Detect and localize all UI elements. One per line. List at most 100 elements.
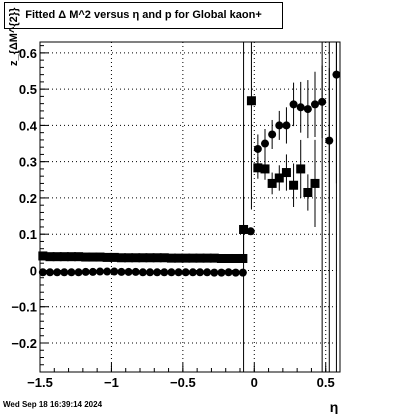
circle-marker	[296, 103, 305, 112]
square-marker	[131, 253, 141, 263]
x-tick-label: 0	[251, 375, 258, 390]
circle-marker	[188, 268, 197, 277]
square-marker	[296, 164, 306, 174]
square-marker	[116, 253, 126, 263]
y-axis-label-text: z_{ΔM^{2}}	[8, 7, 20, 66]
circle-marker	[217, 268, 226, 277]
datestamp: Wed Sep 18 16:39:14 2024	[3, 400, 103, 409]
circle-marker	[153, 268, 162, 277]
circle-marker	[117, 267, 126, 276]
circle-marker	[231, 268, 240, 277]
square-marker	[174, 253, 184, 263]
circle-marker	[196, 268, 204, 277]
square-marker	[124, 253, 134, 263]
circle-marker	[282, 121, 291, 130]
data-markers	[38, 70, 341, 277]
square-marker	[188, 253, 198, 263]
circle-marker	[46, 268, 54, 277]
circle-marker	[60, 268, 69, 277]
error-bars	[42, 42, 337, 274]
y-tick-label: 0.5	[19, 82, 37, 97]
x-tick-label: −1.5	[27, 375, 53, 390]
circle-marker	[275, 121, 284, 130]
circle-marker	[253, 144, 262, 153]
square-marker	[74, 252, 84, 262]
circle-marker	[81, 267, 90, 276]
square-marker	[289, 180, 299, 190]
y-tick-label: −0.2	[11, 336, 37, 351]
square-marker	[145, 253, 155, 263]
square-marker	[109, 252, 119, 262]
square-marker	[88, 252, 98, 262]
square-marker	[281, 168, 291, 178]
circle-marker	[131, 267, 140, 276]
circle-marker	[181, 268, 190, 277]
circle-marker	[74, 268, 83, 277]
circle-marker	[67, 268, 76, 277]
chart-title: Fitted Δ M^2 versus η and p for Global k…	[25, 9, 262, 21]
square-marker	[260, 164, 270, 174]
circle-marker	[268, 130, 277, 139]
circle-marker	[332, 70, 341, 79]
square-marker	[52, 252, 62, 262]
circle-marker	[53, 268, 62, 277]
x-tick-label: −1	[104, 375, 119, 390]
square-marker	[95, 252, 105, 262]
square-marker	[216, 253, 226, 263]
circle-marker	[246, 227, 255, 236]
circle-marker	[238, 268, 247, 277]
square-marker	[66, 252, 76, 262]
circle-marker	[318, 97, 327, 106]
square-marker	[152, 253, 162, 263]
y-tick-label: 0.3	[19, 155, 37, 170]
circle-marker	[325, 136, 334, 145]
y-tick-label: 0.6	[19, 46, 37, 61]
circle-marker	[261, 139, 269, 148]
circle-marker	[88, 267, 97, 276]
square-marker	[310, 178, 320, 188]
square-marker	[239, 224, 249, 234]
circle-marker	[103, 267, 112, 276]
y-tick-label: −0.1	[11, 300, 37, 315]
circle-marker	[124, 267, 133, 276]
square-marker	[303, 187, 313, 197]
x-tick-label: 0.5	[317, 375, 335, 390]
square-marker	[246, 96, 256, 106]
y-tick-label: 0.2	[19, 191, 37, 206]
square-marker	[102, 252, 112, 262]
y-axis-label: z_{ΔM^{2}}	[8, 7, 20, 66]
circle-marker	[210, 268, 219, 277]
square-marker	[59, 252, 69, 262]
chart-title-box: Fitted Δ M^2 versus η and p for Global k…	[4, 2, 283, 29]
square-marker	[202, 253, 212, 263]
square-marker	[238, 253, 248, 263]
circle-marker	[160, 268, 169, 277]
square-marker	[231, 253, 241, 263]
grid-lines	[39, 42, 340, 372]
square-marker	[81, 252, 91, 262]
circle-marker	[110, 267, 119, 276]
square-marker	[224, 253, 234, 263]
circle-marker	[203, 268, 212, 277]
square-marker	[166, 253, 176, 263]
circle-marker	[138, 268, 147, 277]
axis-ticks	[39, 45, 341, 373]
circle-marker	[289, 100, 298, 109]
square-marker	[267, 178, 277, 188]
y-tick-label: 0.1	[19, 227, 37, 242]
circle-marker	[224, 268, 233, 277]
x-tick-label: −0.5	[170, 375, 196, 390]
circle-marker	[167, 268, 176, 277]
square-marker	[181, 253, 191, 263]
circle-marker	[146, 268, 154, 277]
x-axis-label: η	[330, 399, 339, 414]
plot-frame	[39, 41, 341, 373]
square-marker	[195, 253, 205, 263]
square-marker	[274, 173, 284, 183]
y-tick-label: 0.4	[19, 118, 38, 133]
square-marker	[45, 252, 55, 262]
square-marker	[159, 253, 169, 263]
circle-marker	[311, 100, 319, 109]
tick-labels: −1.5 −1 −0.5 0 0.5 −0.2 −0.1 0 0.1 0.2 0.3 0.4 0.5 0.…	[11, 46, 334, 390]
